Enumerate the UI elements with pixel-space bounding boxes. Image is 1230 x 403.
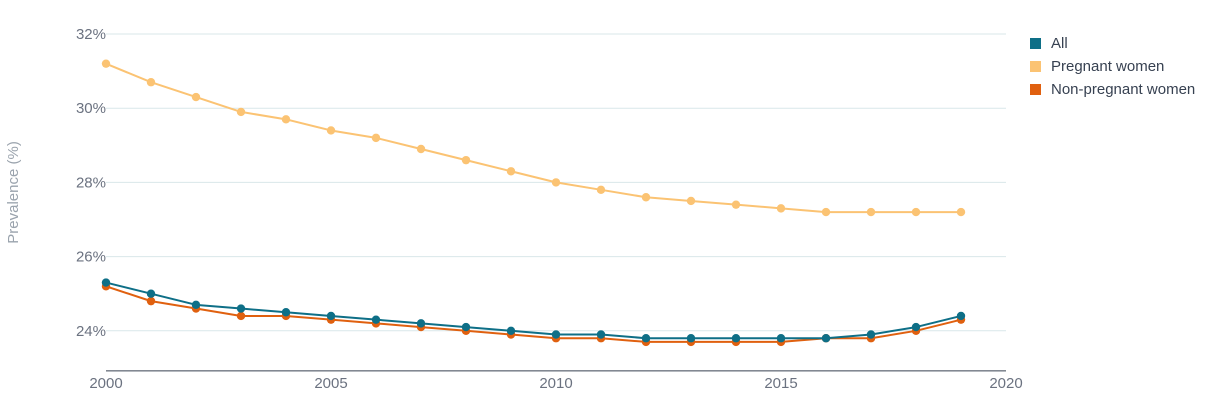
- legend-swatch: [1030, 84, 1041, 95]
- data-point[interactable]: [686, 334, 696, 343]
- data-point[interactable]: [776, 334, 786, 343]
- data-point[interactable]: [731, 334, 741, 343]
- data-point[interactable]: [956, 311, 966, 321]
- data-point[interactable]: [461, 322, 471, 332]
- y-tick-label: 24%: [76, 323, 106, 340]
- legend: All Pregnant women Non-pregnant women: [1030, 35, 1195, 98]
- x-tick-label: 2005: [314, 375, 347, 392]
- y-axis-ticks: 24% 26% 28% 30% 32%: [76, 26, 106, 340]
- series-line-all: [105, 281, 962, 340]
- data-point[interactable]: [821, 334, 831, 343]
- y-axis-title: Prevalence (%): [5, 141, 22, 244]
- series-all: [101, 278, 966, 343]
- data-point[interactable]: [551, 330, 561, 339]
- x-tick-label: 2020: [989, 375, 1022, 392]
- legend-item-pregnant-women[interactable]: Pregnant women: [1030, 58, 1164, 75]
- data-point[interactable]: [596, 330, 606, 339]
- legend-label: All: [1051, 35, 1068, 52]
- data-point[interactable]: [461, 155, 471, 165]
- data-point[interactable]: [506, 167, 516, 176]
- legend-label: Non-pregnant women: [1051, 81, 1195, 98]
- y-tick-label: 30%: [76, 100, 106, 117]
- x-tick-label: 2000: [89, 375, 122, 392]
- data-point[interactable]: [821, 207, 831, 217]
- data-point[interactable]: [866, 330, 876, 339]
- data-point[interactable]: [281, 115, 291, 124]
- data-point[interactable]: [146, 78, 156, 87]
- y-tick-label: 32%: [76, 26, 106, 43]
- x-axis-ticks: 2000 2005 2010 2015 2020: [89, 375, 1022, 392]
- legend-item-non-pregnant-women[interactable]: Non-pregnant women: [1030, 81, 1195, 98]
- data-point[interactable]: [326, 126, 336, 135]
- y-tick-label: 28%: [76, 174, 106, 191]
- data-point[interactable]: [146, 289, 156, 298]
- data-point[interactable]: [776, 204, 786, 213]
- data-point[interactable]: [686, 196, 696, 206]
- data-point[interactable]: [371, 315, 381, 324]
- data-point[interactable]: [911, 322, 921, 332]
- data-point[interactable]: [146, 296, 156, 306]
- data-point[interactable]: [416, 319, 426, 328]
- data-point[interactable]: [191, 300, 201, 310]
- data-point[interactable]: [641, 334, 651, 343]
- data-point[interactable]: [731, 200, 741, 209]
- data-point[interactable]: [191, 92, 201, 102]
- data-point[interactable]: [911, 207, 921, 217]
- data-point[interactable]: [596, 185, 606, 195]
- series-pregnant-women: [101, 59, 966, 217]
- data-point[interactable]: [326, 311, 336, 321]
- data-point[interactable]: [101, 59, 111, 68]
- data-point[interactable]: [236, 311, 246, 321]
- data-point[interactable]: [371, 133, 381, 143]
- data-point[interactable]: [236, 107, 246, 117]
- x-tick-label: 2015: [764, 375, 797, 392]
- data-point[interactable]: [101, 278, 111, 287]
- data-point[interactable]: [551, 178, 561, 187]
- data-point[interactable]: [956, 207, 966, 217]
- series-line-pregnant-women: [105, 62, 961, 214]
- data-point[interactable]: [236, 304, 246, 313]
- legend-swatch: [1030, 61, 1041, 72]
- data-point[interactable]: [281, 308, 291, 317]
- legend-item-all[interactable]: All: [1030, 35, 1068, 52]
- legend-label: Pregnant women: [1051, 58, 1164, 75]
- legend-swatch: [1030, 38, 1041, 49]
- series-layer: [101, 59, 966, 347]
- data-point[interactable]: [506, 326, 516, 335]
- data-point[interactable]: [641, 193, 651, 202]
- data-point[interactable]: [416, 144, 426, 154]
- x-tick-label: 2010: [539, 375, 572, 392]
- data-point[interactable]: [866, 207, 876, 217]
- y-tick-label: 26%: [76, 249, 106, 266]
